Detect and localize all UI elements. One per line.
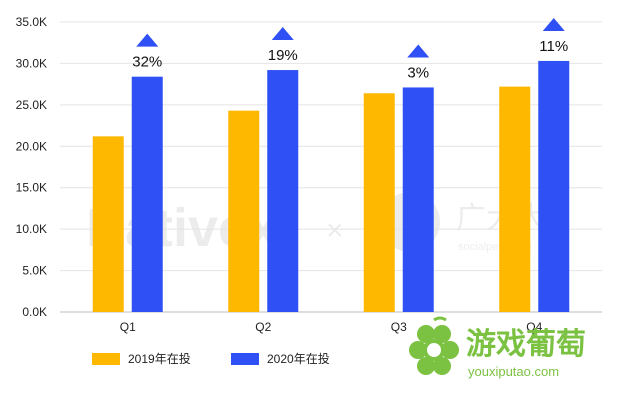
up-triangle-icon: [136, 33, 159, 47]
growth-label: 32%: [132, 54, 162, 71]
y-tick-label: 30.0K: [16, 56, 47, 70]
growth-label: 3%: [407, 64, 429, 81]
bar-q2-series-2: [267, 70, 299, 312]
legend-swatch-2020: [231, 352, 259, 365]
bar-q3-series-2: [402, 87, 434, 312]
legend-label-2020: 2020年在投: [267, 352, 330, 366]
youxiputao-url-text: youxiputao.com: [468, 364, 559, 379]
grape-logo-icon: [409, 316, 459, 375]
y-tick-label: 5.0K: [22, 264, 47, 278]
bars: [92, 60, 570, 313]
up-triangle-icon: [271, 27, 294, 41]
up-triangle-icon: [542, 17, 565, 31]
bar-q2-series-1: [228, 110, 260, 313]
y-tick-label: 35.0K: [16, 15, 47, 29]
x-tick-label: Q3: [391, 320, 407, 334]
youxiputao-cn-text: 游戏葡萄: [466, 327, 586, 362]
bar-q1-series-2: [131, 76, 163, 312]
bar-q4-series-2: [538, 60, 570, 312]
up-triangle-icon: [407, 44, 430, 58]
growth-label: 11%: [539, 38, 568, 55]
times-watermark-text: ×: [326, 214, 344, 247]
growth-label: 19%: [268, 47, 298, 64]
y-tick-label: 20.0K: [16, 139, 47, 153]
y-tick-label: 25.0K: [16, 98, 47, 112]
legend-label-2019: 2019年在投: [128, 352, 191, 366]
growth-markers: 32% 19% 3% 11%: [132, 17, 568, 81]
y-tick-label: 15.0K: [16, 181, 47, 195]
legend-item-2020: 2020年在投: [231, 350, 330, 367]
x-axis-ticks: Q1 Q2 Q3 Q4: [120, 320, 543, 334]
legend-item-2019: 2019年在投: [92, 350, 191, 367]
youxiputao-watermark: 游戏葡萄 youxiputao.com: [409, 316, 586, 379]
legend-swatch-2019: [92, 352, 120, 365]
y-tick-label: 0.0K: [22, 305, 47, 319]
bar-q4-series-1: [499, 86, 531, 312]
x-tick-label: Q4: [526, 320, 542, 334]
y-axis-ticks: 0.0K 5.0K 10.0K 15.0K 20.0K 25.0K 30.0K 35.0K: [16, 15, 47, 319]
bar-q1-series-1: [92, 136, 124, 312]
x-tick-label: Q2: [255, 320, 271, 334]
x-tick-label: Q1: [120, 320, 136, 334]
bar-q3-series-1: [363, 93, 395, 312]
y-tick-label: 10.0K: [16, 222, 47, 236]
